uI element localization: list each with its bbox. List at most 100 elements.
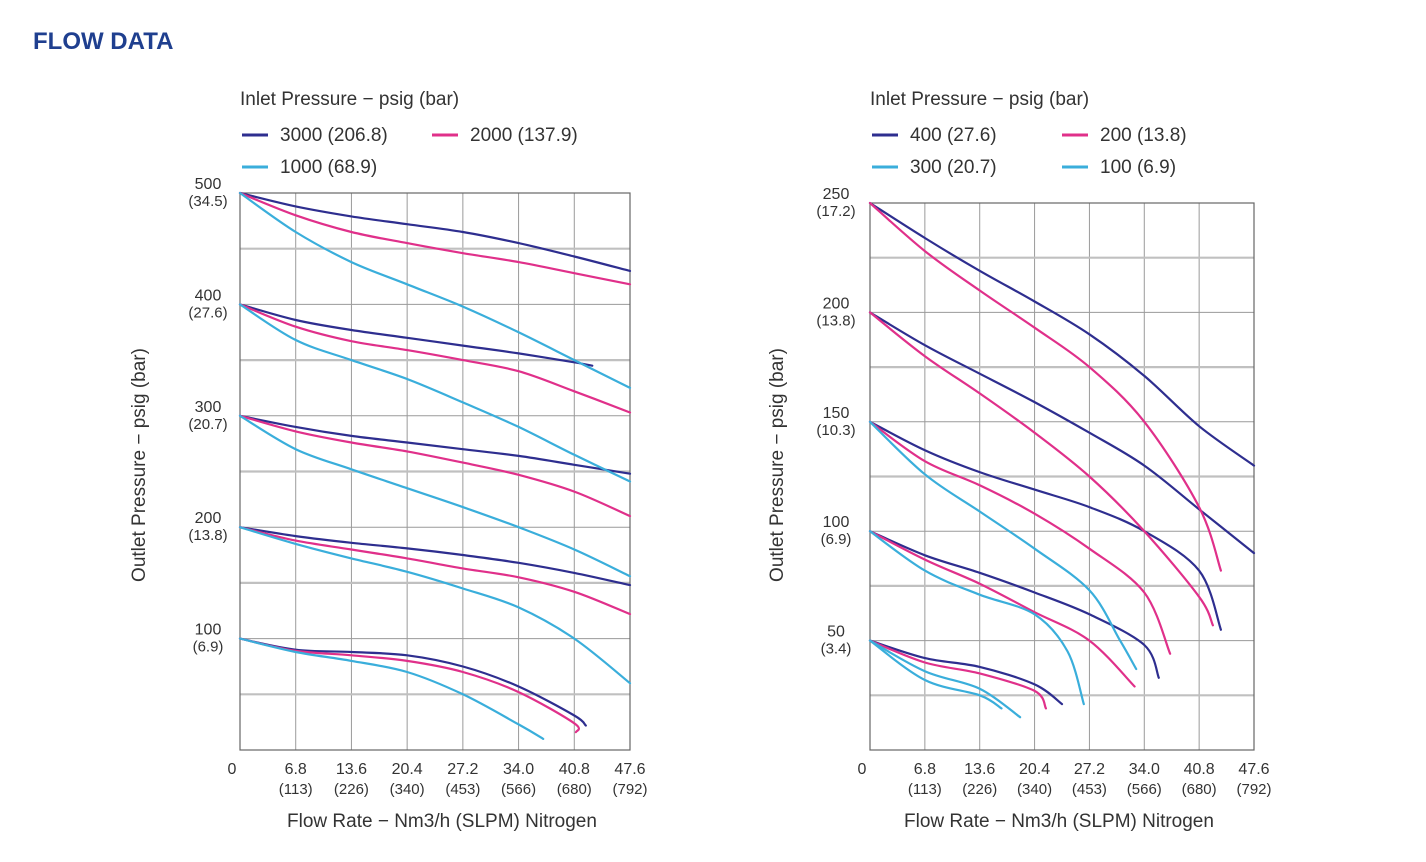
x-tick-sublabel: (566) bbox=[501, 781, 536, 798]
series-line bbox=[868, 201, 1222, 572]
y-tick-label: 500 bbox=[195, 176, 222, 193]
x-tick-sublabel: (340) bbox=[390, 781, 425, 798]
legend-label: 200 (13.8) bbox=[1100, 125, 1187, 146]
series-line bbox=[868, 311, 1214, 627]
left-flow-chart: 100(6.9)200(13.8)300(20.7)400(27.6)500(3… bbox=[129, 89, 648, 832]
series-line bbox=[868, 420, 1138, 671]
series-line bbox=[868, 639, 1047, 710]
x-tick-sublabel: (453) bbox=[445, 781, 480, 798]
series-line bbox=[868, 639, 1003, 710]
legend-title: Inlet Pressure − psig (bar) bbox=[240, 89, 459, 110]
y-tick-sublabel: (3.4) bbox=[821, 641, 852, 658]
legend-label: 100 (6.9) bbox=[1100, 157, 1176, 178]
series-line bbox=[238, 414, 632, 475]
x-tick-sublabel: (453) bbox=[1072, 781, 1107, 798]
x-tick-label: 34.0 bbox=[1129, 761, 1160, 778]
y-tick-sublabel: (10.3) bbox=[816, 422, 855, 439]
y-tick-sublabel: (6.9) bbox=[821, 531, 852, 548]
y-tick-label: 100 bbox=[823, 514, 850, 531]
legend-item: 3000 (206.8) bbox=[242, 125, 388, 146]
series-line bbox=[238, 191, 632, 273]
legend-item: 1000 (68.9) bbox=[242, 157, 377, 178]
series-line bbox=[868, 311, 1256, 555]
x-tick-label: 0 bbox=[228, 761, 237, 778]
series-line bbox=[238, 191, 632, 389]
y-tick-label: 200 bbox=[823, 295, 850, 312]
x-tick-sublabel: (113) bbox=[908, 781, 942, 798]
series-line bbox=[238, 526, 632, 616]
x-axis-label: Flow Rate − Nm3/h (SLPM) Nitrogen bbox=[904, 811, 1214, 832]
x-tick-label: 13.6 bbox=[964, 761, 995, 778]
y-tick-label: 50 bbox=[827, 624, 845, 641]
series-line bbox=[238, 414, 632, 578]
x-tick-label: 27.2 bbox=[447, 761, 478, 778]
x-tick-label: 27.2 bbox=[1074, 761, 1105, 778]
legend-item: 400 (27.6) bbox=[872, 125, 997, 146]
x-tick-sublabel: (226) bbox=[334, 781, 369, 798]
x-tick-sublabel: (226) bbox=[962, 781, 997, 798]
y-tick-sublabel: (27.6) bbox=[188, 304, 227, 321]
right-plot-frame bbox=[869, 202, 1255, 751]
right-flow-chart: 50(3.4) 100(6.9) 150(10.3) 200(13.8) 250(17.… bbox=[767, 89, 1272, 832]
y-tick-sublabel: (20.7) bbox=[188, 416, 227, 433]
series-line bbox=[868, 201, 1256, 467]
y-tick-sublabel: (34.5) bbox=[188, 193, 227, 210]
y-tick-label: 150 bbox=[823, 405, 850, 422]
series-line bbox=[238, 303, 594, 367]
page-title: FLOW DATA bbox=[33, 28, 174, 55]
y-tick-sublabel: (13.8) bbox=[188, 527, 227, 544]
x-tick-label: 13.6 bbox=[336, 761, 367, 778]
y-tick-label: 250 bbox=[823, 186, 850, 203]
x-tick-sublabel: (680) bbox=[557, 781, 592, 798]
series-line bbox=[238, 414, 632, 518]
series-line bbox=[238, 191, 632, 286]
y-tick-sublabel: (6.9) bbox=[193, 639, 224, 656]
x-tick-label: 20.4 bbox=[1019, 761, 1050, 778]
legend-item: 300 (20.7) bbox=[872, 157, 997, 178]
x-tick-label: 47.6 bbox=[1238, 761, 1269, 778]
legend-item: 100 (6.9) bbox=[1062, 157, 1176, 178]
series-1000 (68.9) bbox=[238, 191, 632, 740]
y-axis-label: Outlet Pressure − psig (bar) bbox=[767, 348, 788, 582]
series-300 (20.7) bbox=[868, 420, 1138, 719]
y-axis-label: Outlet Pressure − psig (bar) bbox=[129, 348, 150, 582]
series-100 (6.9) bbox=[868, 639, 1003, 710]
x-tick-sublabel: (792) bbox=[612, 781, 647, 798]
legend-label: 300 (20.7) bbox=[910, 157, 997, 178]
legend-label: 1000 (68.9) bbox=[280, 157, 377, 178]
x-tick-label: 0 bbox=[858, 761, 867, 778]
series-line bbox=[238, 526, 632, 587]
legend-item: 2000 (137.9) bbox=[432, 125, 578, 146]
series-line bbox=[868, 530, 1160, 679]
x-tick-sublabel: (680) bbox=[1182, 781, 1217, 798]
series-line bbox=[238, 303, 632, 483]
series-line bbox=[868, 530, 1085, 706]
x-tick-sublabel: (566) bbox=[1127, 781, 1162, 798]
x-tick-sublabel: (340) bbox=[1017, 781, 1052, 798]
y-tick-label: 100 bbox=[195, 622, 222, 639]
x-tick-label: 40.8 bbox=[559, 761, 590, 778]
series-line bbox=[868, 639, 1022, 719]
x-tick-label: 6.8 bbox=[914, 761, 936, 778]
x-tick-label: 20.4 bbox=[392, 761, 423, 778]
series-line bbox=[238, 637, 587, 727]
series-3000 (206.8) bbox=[238, 191, 632, 727]
x-axis-label: Flow Rate − Nm3/h (SLPM) Nitrogen bbox=[287, 811, 597, 832]
series-line bbox=[238, 637, 580, 734]
legend-label: 3000 (206.8) bbox=[280, 125, 388, 146]
legend-item: 200 (13.8) bbox=[1062, 125, 1187, 146]
x-tick-sublabel: (792) bbox=[1236, 781, 1271, 798]
left-plot-frame bbox=[239, 192, 631, 751]
series-400 (27.6) bbox=[868, 201, 1256, 706]
series-2000 (137.9) bbox=[238, 191, 632, 734]
x-tick-sublabel: (113) bbox=[279, 781, 313, 798]
series-line bbox=[238, 303, 632, 414]
legend-label: 2000 (137.9) bbox=[470, 125, 578, 146]
x-tick-label: 6.8 bbox=[285, 761, 307, 778]
y-tick-sublabel: (17.2) bbox=[816, 203, 855, 220]
series-line bbox=[868, 639, 1064, 706]
legend-label: 400 (27.6) bbox=[910, 125, 997, 146]
y-tick-sublabel: (13.8) bbox=[816, 312, 855, 329]
series-line bbox=[238, 637, 545, 740]
series-line bbox=[238, 526, 632, 685]
